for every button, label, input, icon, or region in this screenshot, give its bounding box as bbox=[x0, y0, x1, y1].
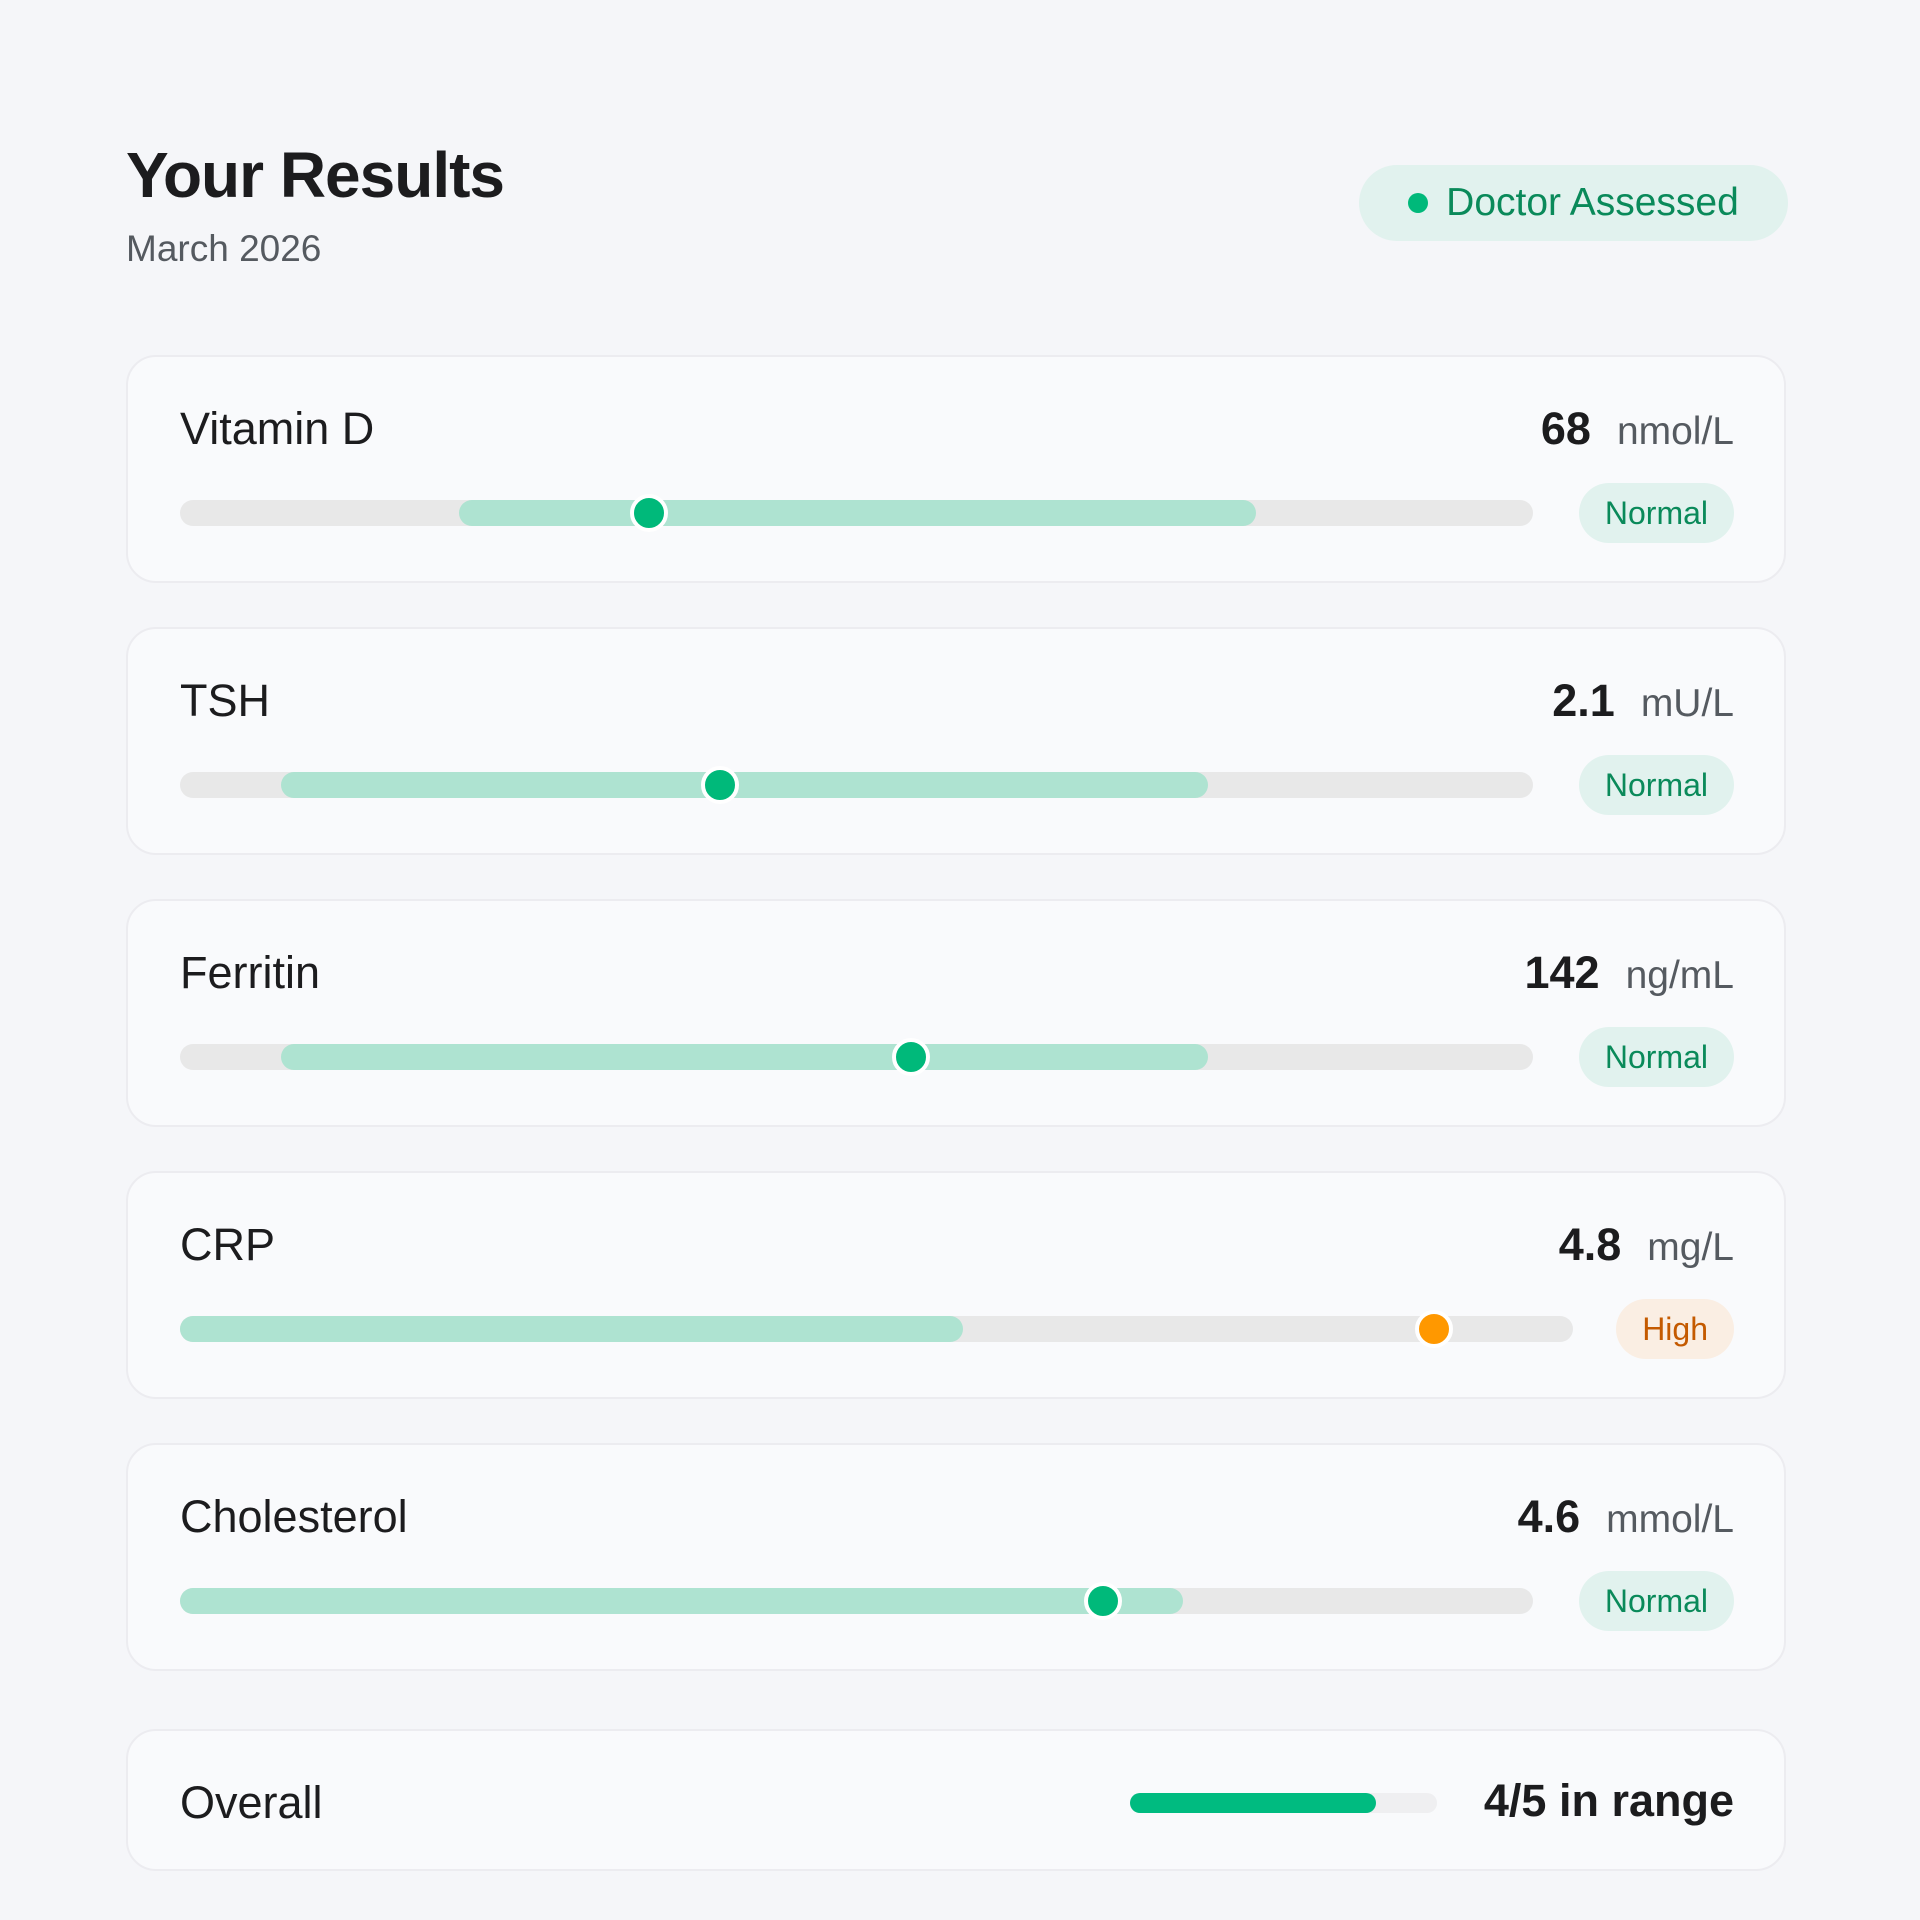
result-value-group: 68 nmol/L bbox=[1541, 403, 1734, 455]
reference-range-fill bbox=[180, 1316, 963, 1342]
result-card-cholesterol: Cholesterol 4.6 mmol/L Normal bbox=[126, 1443, 1786, 1671]
result-card-vitamin-d: Vitamin D 68 nmol/L Normal bbox=[126, 355, 1786, 583]
result-value: 4.6 bbox=[1517, 1491, 1581, 1542]
page-title: Your Results bbox=[126, 139, 505, 211]
result-unit: mg/L bbox=[1647, 1226, 1734, 1269]
result-name: Ferritin bbox=[180, 947, 321, 998]
range-track bbox=[180, 1582, 1533, 1620]
value-marker bbox=[630, 494, 669, 532]
status-dot-icon bbox=[1408, 193, 1429, 213]
result-unit: ng/mL bbox=[1625, 954, 1734, 997]
overall-label: Overall bbox=[180, 1777, 323, 1828]
status-badge: Normal bbox=[1578, 1571, 1734, 1631]
status-badge: Normal bbox=[1578, 755, 1734, 815]
result-value-group: 4.6 mmol/L bbox=[1518, 1491, 1734, 1543]
value-marker bbox=[891, 1038, 930, 1076]
result-name: Cholesterol bbox=[180, 1491, 408, 1542]
result-value: 4.8 bbox=[1558, 1219, 1622, 1270]
result-value-group: 2.1 mU/L bbox=[1552, 675, 1734, 727]
overall-card: Overall 4/5 in range bbox=[126, 1729, 1786, 1871]
reference-range-fill bbox=[458, 500, 1256, 526]
result-value: 68 bbox=[1540, 403, 1591, 454]
status-badge: Normal bbox=[1578, 1027, 1734, 1087]
result-card-ferritin: Ferritin 142 ng/mL Normal bbox=[126, 899, 1786, 1127]
result-name: CRP bbox=[180, 1219, 276, 1270]
result-value: 2.1 bbox=[1552, 675, 1615, 726]
reference-range-fill bbox=[180, 1588, 1183, 1614]
range-track bbox=[180, 494, 1533, 532]
range-track bbox=[180, 766, 1533, 804]
result-unit: mmol/L bbox=[1606, 1498, 1734, 1541]
result-value: 142 bbox=[1524, 947, 1600, 998]
result-value-group: 4.8 mg/L bbox=[1559, 1219, 1734, 1271]
page-subtitle: March 2026 bbox=[126, 228, 322, 269]
result-name: Vitamin D bbox=[180, 403, 375, 454]
value-marker bbox=[700, 766, 739, 804]
reference-range-fill bbox=[281, 1044, 1209, 1070]
range-track bbox=[180, 1038, 1533, 1076]
result-name: TSH bbox=[180, 675, 270, 726]
result-card-crp: CRP 4.8 mg/L High bbox=[126, 1171, 1786, 1399]
status-badge: Normal bbox=[1578, 483, 1734, 543]
result-card-tsh: TSH 2.1 mU/L Normal bbox=[126, 627, 1786, 855]
value-marker bbox=[1414, 1310, 1453, 1348]
status-badge: High bbox=[1616, 1299, 1734, 1359]
value-marker bbox=[1083, 1582, 1122, 1620]
badge-label: Doctor Assessed bbox=[1446, 181, 1739, 224]
doctor-assessed-badge: Doctor Assessed bbox=[1359, 165, 1788, 241]
result-value-group: 142 ng/mL bbox=[1525, 947, 1735, 999]
range-track bbox=[180, 1310, 1573, 1348]
overall-progress-fill bbox=[1130, 1793, 1376, 1813]
result-unit: mU/L bbox=[1640, 682, 1734, 725]
overall-summary: 4/5 in range bbox=[1483, 1775, 1734, 1826]
result-unit: nmol/L bbox=[1616, 410, 1734, 453]
overall-progress-bar bbox=[1130, 1793, 1437, 1813]
reference-range-fill bbox=[281, 772, 1209, 798]
